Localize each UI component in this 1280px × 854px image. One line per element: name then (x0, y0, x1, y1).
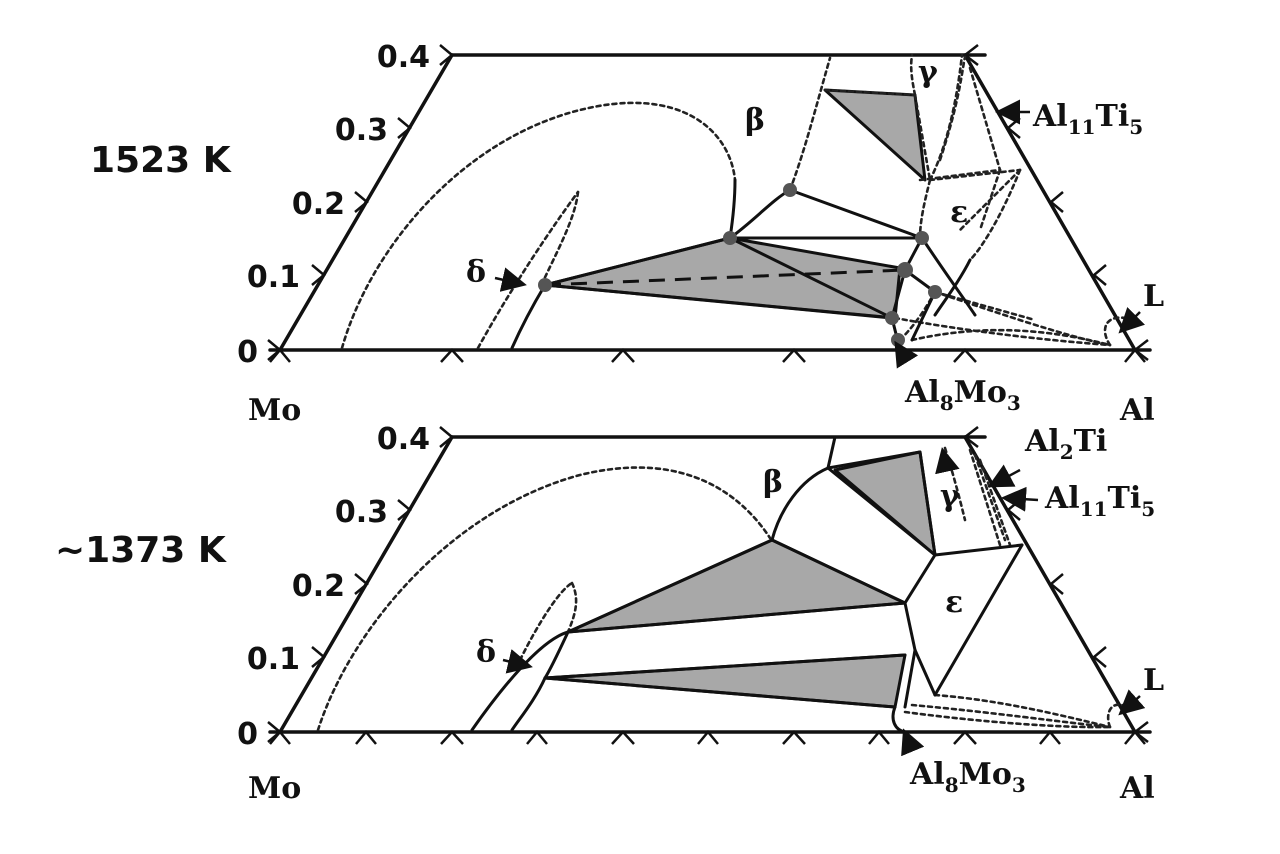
delta-boundary-left (476, 190, 580, 350)
phase-delta: δ (466, 255, 486, 290)
phase-liquid-lower: L (1143, 663, 1164, 698)
compound-al11ti5: Al11Ti5 (1032, 99, 1143, 139)
y-tick-0.2-lower: 0.2 (292, 569, 345, 604)
tie-line-dashed (544, 268, 906, 287)
y-tick-0.3-lower: 0.3 (335, 495, 388, 530)
right-axis-ticks-lower (962, 426, 1149, 743)
y-tick-0.3: 0.3 (335, 113, 388, 148)
corner-label-al-lower: Al (1119, 771, 1155, 806)
compound-al8mo3: Al8Mo3 (904, 375, 1021, 415)
phase-epsilon: ε (950, 195, 968, 230)
delta-boundary-right (538, 190, 580, 290)
three-phase-region-top (823, 88, 927, 182)
three-phase-region-large (543, 236, 902, 320)
phase-beta: β (745, 103, 765, 138)
y-tick-0.4-lower: 0.4 (377, 422, 430, 457)
three-phase-region-top (833, 450, 937, 557)
bottom-axis-ticks (269, 348, 1146, 363)
phase-delta-lower: δ (476, 635, 496, 670)
y-tick-0.4: 0.4 (377, 40, 430, 75)
right-axis-ticks (962, 44, 1149, 361)
compound-al8mo3-lower: Al8Mo3 (909, 757, 1026, 797)
phase-liquid: L (1143, 279, 1164, 314)
beta-boundary-outer (340, 101, 737, 350)
y-tick-0.2: 0.2 (292, 187, 345, 222)
phase-beta-lower: β (763, 465, 783, 500)
panel-1523k: 0.4 0.3 0.2 0.1 0 1523 K Mo Al β γ ε δ L… (90, 40, 1164, 428)
bottom-axis-ticks-lower (269, 730, 1146, 745)
compound-al11ti5-lower: Al11Ti5 (1044, 481, 1155, 521)
compound-al2ti: Al2Ti (1024, 424, 1107, 464)
temperature-label-lower: ~1373 K (55, 530, 227, 571)
beta-right-boundary (788, 56, 832, 192)
corner-label-al: Al (1119, 393, 1155, 428)
temperature-label: 1523 K (90, 140, 232, 181)
phase-gamma: γ (918, 55, 938, 90)
y-tick-0-lower: 0 (237, 717, 258, 752)
corner-label-mo-lower: Mo (248, 771, 301, 806)
phase-gamma-lower: γ (940, 479, 960, 514)
corner-label-mo: Mo (248, 393, 301, 428)
y-tick-0: 0 (237, 335, 258, 370)
phase-epsilon-lower: ε (945, 585, 963, 620)
y-tick-0.1-lower: 0.1 (247, 642, 300, 677)
y-tick-0.1: 0.1 (247, 260, 300, 295)
panel-1373k: 0.4 0.3 0.2 0.1 0 ~1373 K Mo Al β γ ε δ … (55, 422, 1164, 806)
